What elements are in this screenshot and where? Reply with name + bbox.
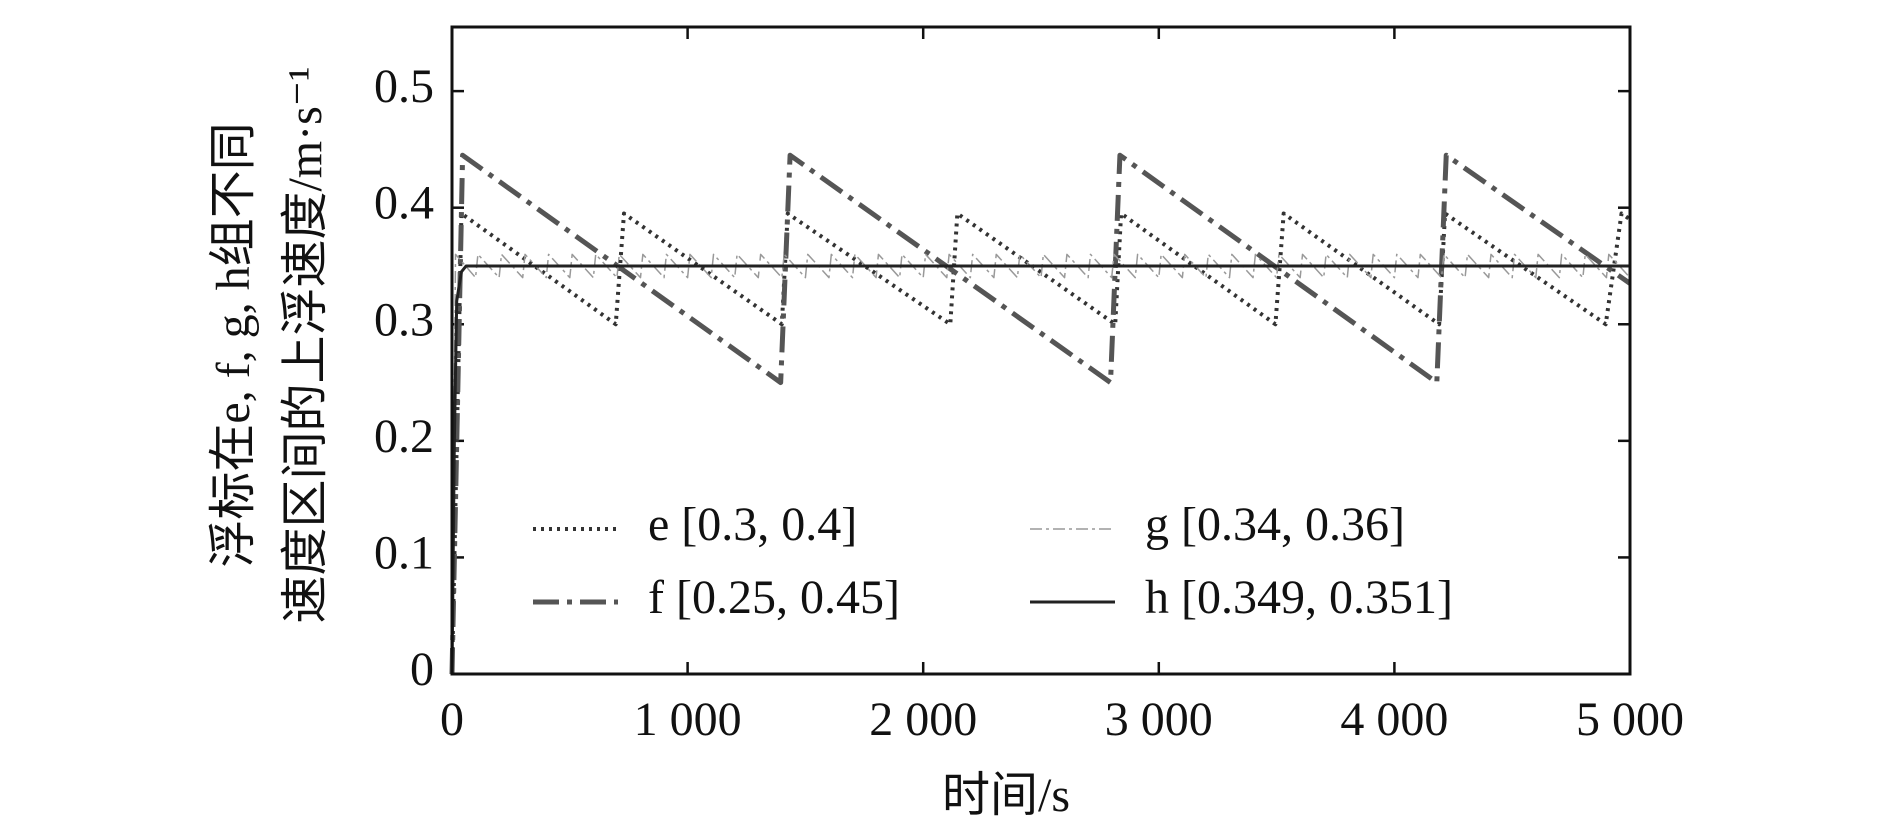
y-tick-label: 0.1 <box>374 526 434 579</box>
y-tick-label: 0.5 <box>374 60 434 113</box>
y-axis-label: 浮标在e, f, g, h组不同 <box>207 122 260 567</box>
legend-label: h [0.349, 0.351] <box>1145 571 1453 624</box>
series-line <box>451 253 1631 675</box>
series-line <box>450 211 1632 675</box>
legend-label: g [0.34, 0.36] <box>1145 498 1405 551</box>
plot-frame <box>450 25 1632 676</box>
y-tick-label: 0.3 <box>374 293 434 346</box>
y-tick-label: 0 <box>410 643 434 696</box>
x-axis-label: 时间/s <box>942 769 1070 822</box>
legend-label: f [0.25, 0.45] <box>648 571 900 624</box>
y-tick-label: 0.4 <box>374 177 434 230</box>
x-tick-label: 5 000 <box>1576 693 1684 746</box>
legend-label: e [0.3, 0.4] <box>648 498 857 551</box>
x-tick-label: 1 000 <box>634 693 742 746</box>
x-tick-label: 3 000 <box>1105 693 1213 746</box>
x-tick-label: 4 000 <box>1340 693 1448 746</box>
x-tick-label: 0 <box>440 693 464 746</box>
series-line <box>450 264 1630 675</box>
y-tick-label: 0.2 <box>374 410 434 463</box>
y-axis-label: 速度区间的上浮速度/m·s⁻¹ <box>279 66 332 623</box>
series-line <box>449 152 1632 675</box>
x-tick-label: 2 000 <box>869 693 977 746</box>
